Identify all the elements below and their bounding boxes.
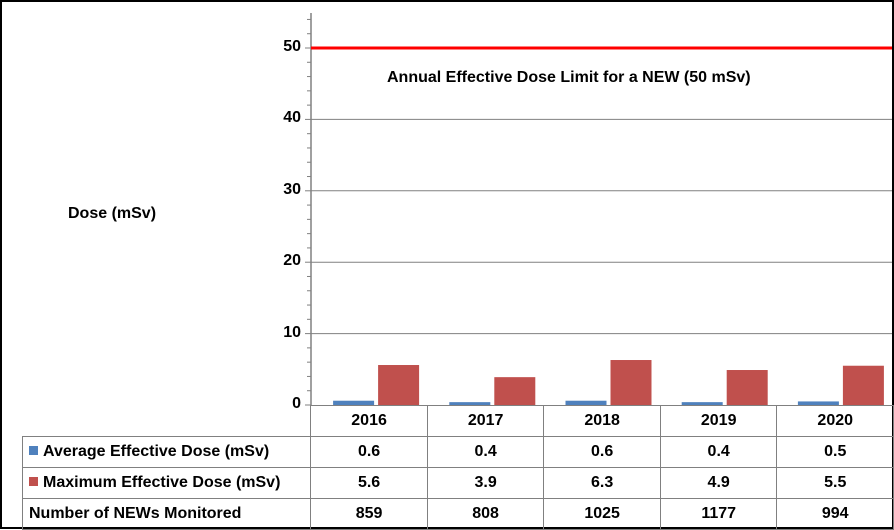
y-tick-label: 0 [292,395,301,412]
y-axis-label: Dose (mSv) [68,205,157,222]
table-cell: 994 [776,498,894,530]
table-cell: 0.6 [543,436,661,468]
bar-average [797,401,839,405]
y-tick-label: 10 [283,323,301,341]
table-row-average: Average Effective Dose (mSv) 0.6 0.4 0.6… [21,436,894,468]
table-cell: 808 [426,498,545,530]
table-row-maximum: Maximum Effective Dose (mSv) 5.6 3.9 6.3… [21,467,894,499]
series-name: Maximum Effective Dose (mSv) [43,474,281,491]
bar-average [449,402,491,405]
row-label: Number of NEWs Monitored [21,498,312,530]
y-tick-label: 40 [283,109,301,127]
category-label: 2019 [659,405,778,437]
legend-swatch-average [29,446,38,455]
table-cell: 1025 [543,498,661,530]
table-cell: 1177 [659,498,778,530]
table-cell: 0.4 [426,436,545,468]
table-cell: 3.9 [426,467,545,499]
bar-maximum [378,365,420,405]
table-cell: 859 [310,498,428,530]
table-header-row: 2016 2017 2018 2019 2020 [23,405,894,437]
bar-maximum [842,365,884,405]
data-table: 2016 2017 2018 2019 2020 Average Effecti… [21,405,894,530]
reference-line-label: Annual Effective Dose Limit for a NEW (5… [387,69,751,86]
category-label: 2017 [426,405,545,437]
table-cell: 0.4 [659,436,778,468]
category-label: 2018 [543,405,661,437]
legend-entry-maximum: Maximum Effective Dose (mSv) [21,467,312,499]
category-label: 2020 [776,405,894,437]
table-cell: 4.9 [659,467,778,499]
legend-swatch-maximum [29,477,38,486]
legend-entry-average: Average Effective Dose (mSv) [21,436,312,468]
table-cell: 0.6 [310,436,428,468]
bar-maximum [494,377,536,405]
table-cell: 5.5 [776,467,894,499]
bar-maximum [726,370,768,405]
bar-average [333,400,375,405]
bar-average [565,400,607,405]
y-tick-label: 30 [283,180,301,198]
bar-maximum [610,360,652,405]
table-cell: 0.5 [776,436,894,468]
table-cell: 5.6 [310,467,428,499]
bar-average [681,402,723,405]
category-label: 2016 [310,405,428,437]
y-tick-label: 50 [283,38,301,55]
y-tick-label: 20 [283,252,301,270]
table-row-news: Number of NEWs Monitored 859 808 1025 11… [21,498,894,530]
table-cell: 6.3 [543,467,661,499]
series-name: Average Effective Dose (mSv) [43,443,270,460]
